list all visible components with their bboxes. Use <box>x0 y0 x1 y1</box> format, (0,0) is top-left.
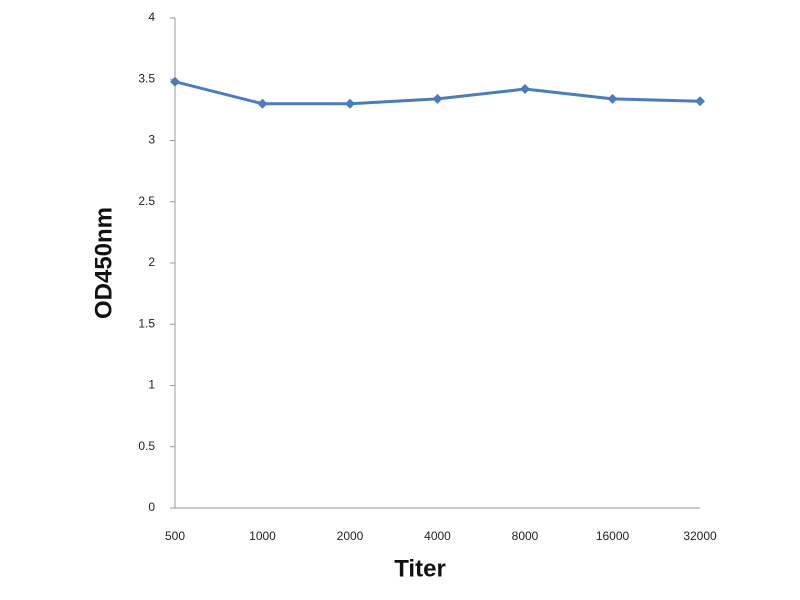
marker <box>432 93 443 104</box>
y-tick-label: 4 <box>148 10 155 24</box>
marker <box>520 84 530 95</box>
x-axis-title: Titer <box>394 555 446 582</box>
x-tick-label: 2000 <box>337 529 364 543</box>
x-tick-label: 500 <box>165 529 185 543</box>
marker <box>257 98 268 109</box>
x-tick-label: 16000 <box>596 529 630 543</box>
x-tick-label: 32000 <box>683 529 717 543</box>
marker <box>695 96 705 107</box>
y-tick-label: 0 <box>148 500 155 514</box>
x-tick-label: 8000 <box>512 529 539 543</box>
y-tick-label: 1.5 <box>138 316 155 330</box>
y-tick-label: 2.5 <box>138 194 155 208</box>
y-tick-label: 3.5 <box>138 71 155 85</box>
y-tick-label: 0.5 <box>138 439 155 453</box>
y-tick-label: 2 <box>148 255 155 269</box>
marker <box>345 98 355 109</box>
y-tick-label: 3 <box>148 133 155 147</box>
marker <box>170 76 180 87</box>
y-tick-label: 1 <box>148 378 155 392</box>
x-tick-label: 1000 <box>249 529 276 543</box>
y-axis-title: OD450nm <box>90 207 117 319</box>
x-tick-label: 4000 <box>424 529 451 543</box>
marker <box>607 93 618 104</box>
